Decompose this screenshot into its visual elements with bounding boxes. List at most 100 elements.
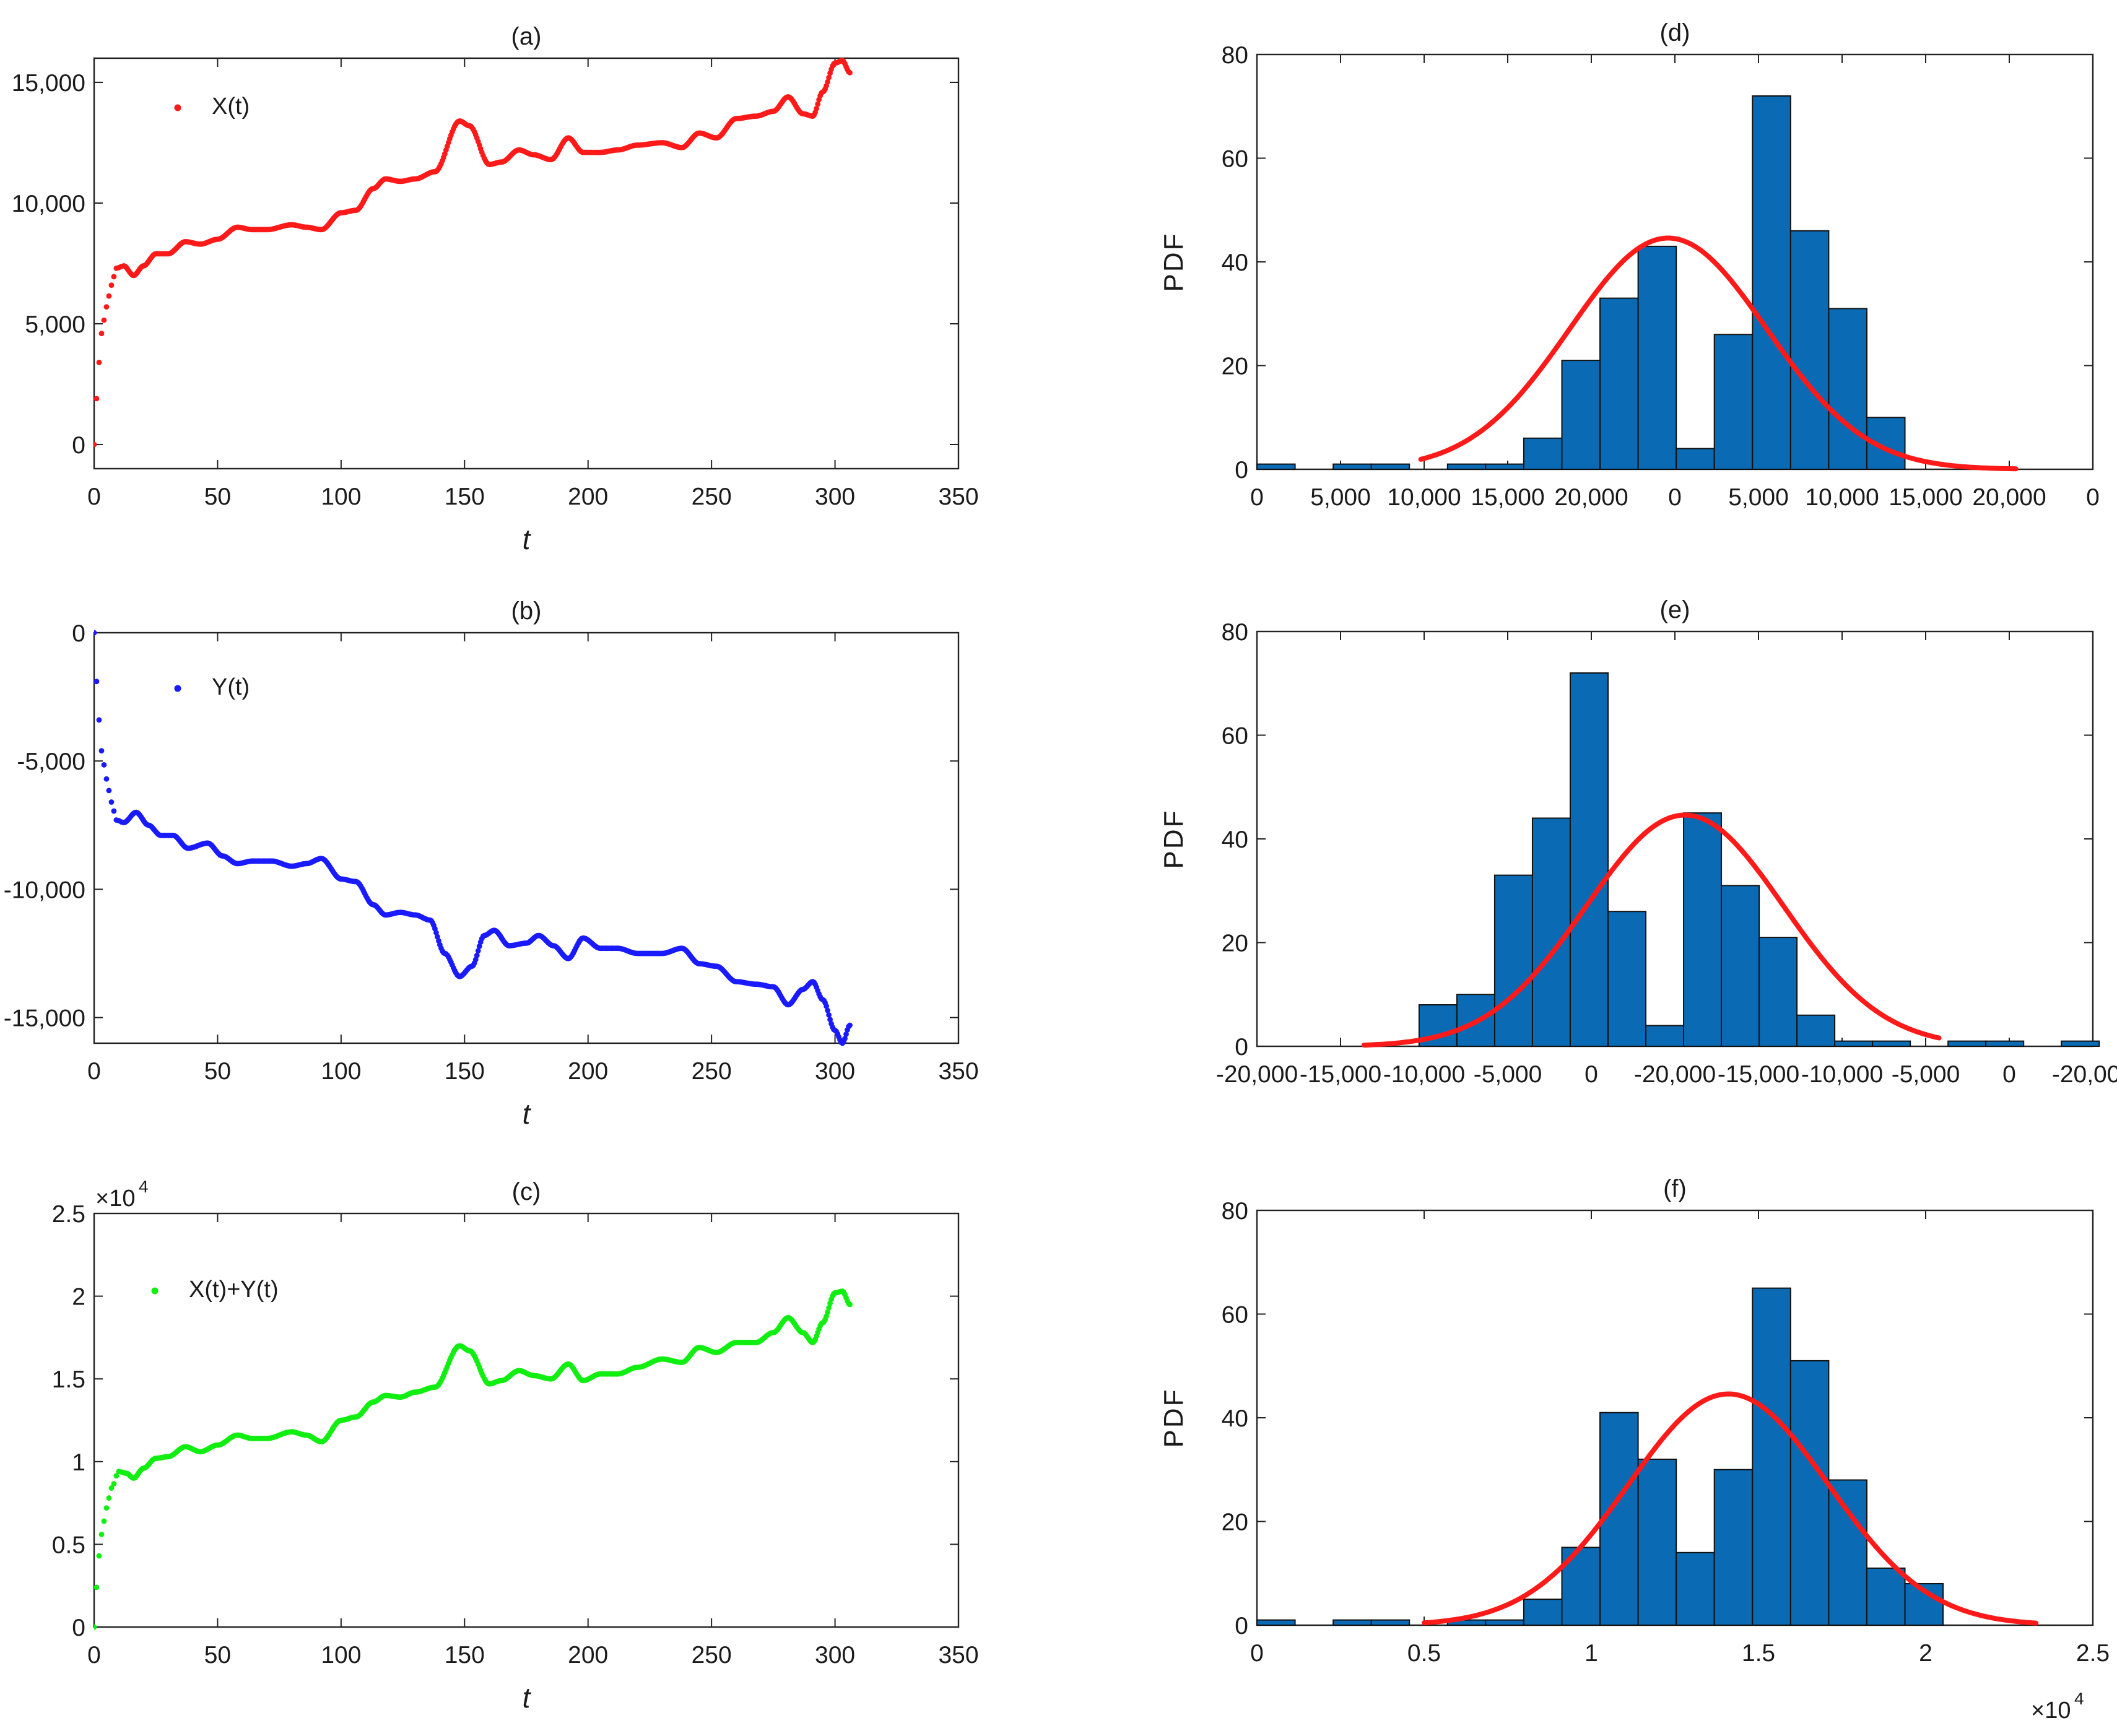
chart-f: (f) 0 0.5 1 1.5 2 2.5 0 20 40 60 80 PDF ×10 4 — [1158, 1175, 2110, 1724]
histogram-bar — [1569, 672, 1609, 1047]
histogram-bar — [1789, 1360, 1830, 1626]
x-tick-label: 0 — [87, 484, 101, 510]
chart-title: (b) — [511, 597, 542, 625]
histogram-bar — [1637, 1459, 1677, 1626]
x-tick-label: 5,000 — [1728, 484, 1789, 511]
histogram-bar — [1789, 230, 1830, 470]
x-tick-label: 0.5 — [1407, 1640, 1441, 1667]
y-tick-label: 20 — [1222, 1509, 1248, 1536]
y-tick-label: 0 — [1235, 1034, 1248, 1061]
x-tick-label: 20,000 — [1554, 484, 1628, 511]
y-tick-label: 0 — [1235, 457, 1248, 484]
histogram-bar — [1332, 1619, 1372, 1626]
data-point — [847, 1301, 853, 1308]
histogram-bar — [1947, 1040, 1987, 1047]
x-tick-label: 2.5 — [2076, 1640, 2110, 1667]
y-tick-label: 60 — [1222, 146, 1248, 173]
x-tick-label: 10,000 — [1387, 484, 1461, 511]
histogram-bars — [1256, 95, 1906, 470]
histogram-bar — [1523, 1599, 1563, 1626]
data-point — [824, 1003, 830, 1009]
x-tick-label: 50 — [204, 1642, 231, 1669]
data-point — [106, 293, 112, 299]
y-tick-label: 1.5 — [52, 1366, 85, 1393]
y-tick-label: 60 — [1222, 723, 1248, 750]
histogram-bar — [1561, 360, 1601, 470]
y-tick-label: 0 — [1235, 1613, 1248, 1639]
x-tick-label: -10,000 — [1801, 1061, 1883, 1088]
x-tick-label: 5,000 — [1310, 484, 1371, 511]
data-point — [826, 74, 832, 80]
data-point — [94, 1624, 97, 1630]
data-point — [106, 1495, 112, 1501]
chart-title: (a) — [511, 23, 542, 50]
y-tick-label: 0.5 — [52, 1532, 85, 1558]
data-point — [472, 957, 479, 963]
chart-title: (e) — [1660, 596, 1690, 623]
plot-frame — [1256, 630, 2094, 1048]
data-point — [825, 1007, 831, 1013]
data-point — [827, 1017, 833, 1023]
data-point — [847, 70, 853, 76]
histogram-bar — [1599, 297, 1639, 470]
x-tick-label: 250 — [692, 1058, 732, 1085]
data-point — [103, 1505, 110, 1511]
y-axis-multiplier-exponent: 4 — [139, 1177, 149, 1196]
data-point — [474, 952, 480, 958]
y-tick-label: 15,000 — [12, 70, 85, 97]
x-tick-label: 0 — [87, 1058, 101, 1085]
y-tick-label: 80 — [1222, 619, 1248, 646]
y-tick-label: 40 — [1222, 250, 1248, 276]
x-tick-label: 150 — [445, 484, 485, 510]
x-tick-label: 10,000 — [1805, 484, 1879, 511]
histogram-bar — [1872, 1040, 1911, 1047]
y-tick-label: 5,000 — [25, 311, 85, 338]
legend-marker — [174, 104, 181, 111]
x-tick-label: -10,000 — [1383, 1061, 1465, 1088]
histogram-bar — [1256, 463, 1296, 470]
data-point — [98, 748, 105, 754]
y-tick-label: 0 — [72, 432, 85, 459]
x-tick-label: 250 — [692, 484, 732, 510]
y-tick-label: 10,000 — [12, 191, 85, 217]
plot-frame — [93, 1212, 960, 1628]
x-tick-label: 250 — [692, 1642, 732, 1669]
x-axis-label: t — [523, 1098, 532, 1130]
histogram-bar — [1752, 95, 1791, 470]
data-point — [108, 799, 115, 805]
data-point — [111, 808, 117, 814]
histogram-bar — [1713, 334, 1754, 470]
data-point — [106, 788, 112, 794]
x-axis-multiplier: ×10 — [2031, 1698, 2071, 1724]
data-point — [814, 105, 820, 111]
x-tick-label: 15,000 — [1471, 484, 1544, 511]
histogram-bar — [1523, 437, 1563, 470]
data-point — [96, 360, 102, 365]
histogram-bar — [1796, 1014, 1836, 1047]
x-axis-multiplier-exponent: 4 — [2074, 1689, 2084, 1708]
x-tick-label: 20,000 — [1972, 484, 2046, 511]
legend-marker — [151, 1287, 159, 1295]
x-tick-label: -5,000 — [1474, 1061, 1542, 1088]
y-tick-label: 1 — [72, 1449, 85, 1476]
data-point — [826, 1012, 832, 1018]
data-point — [433, 929, 439, 935]
histogram-bar — [2061, 1040, 2100, 1047]
legend-label: X(t) — [212, 93, 250, 119]
data-point — [94, 679, 100, 685]
data-point — [475, 948, 481, 954]
x-tick-label: 150 — [445, 1642, 485, 1669]
data-point — [94, 630, 97, 636]
histogram-bar — [1676, 448, 1715, 470]
legend-marker — [174, 685, 181, 692]
y-tick-label: 2 — [72, 1284, 85, 1311]
histogram-bar — [1485, 1619, 1524, 1626]
scatter-points — [94, 1288, 853, 1630]
x-tick-label: 0 — [1250, 484, 1264, 511]
y-tick-label: 40 — [1222, 1405, 1248, 1432]
histogram-bar — [1721, 885, 1760, 1047]
histogram-bar — [1713, 1469, 1754, 1626]
x-axis-label: t — [523, 1682, 532, 1714]
x-tick-label: 350 — [938, 1642, 978, 1669]
